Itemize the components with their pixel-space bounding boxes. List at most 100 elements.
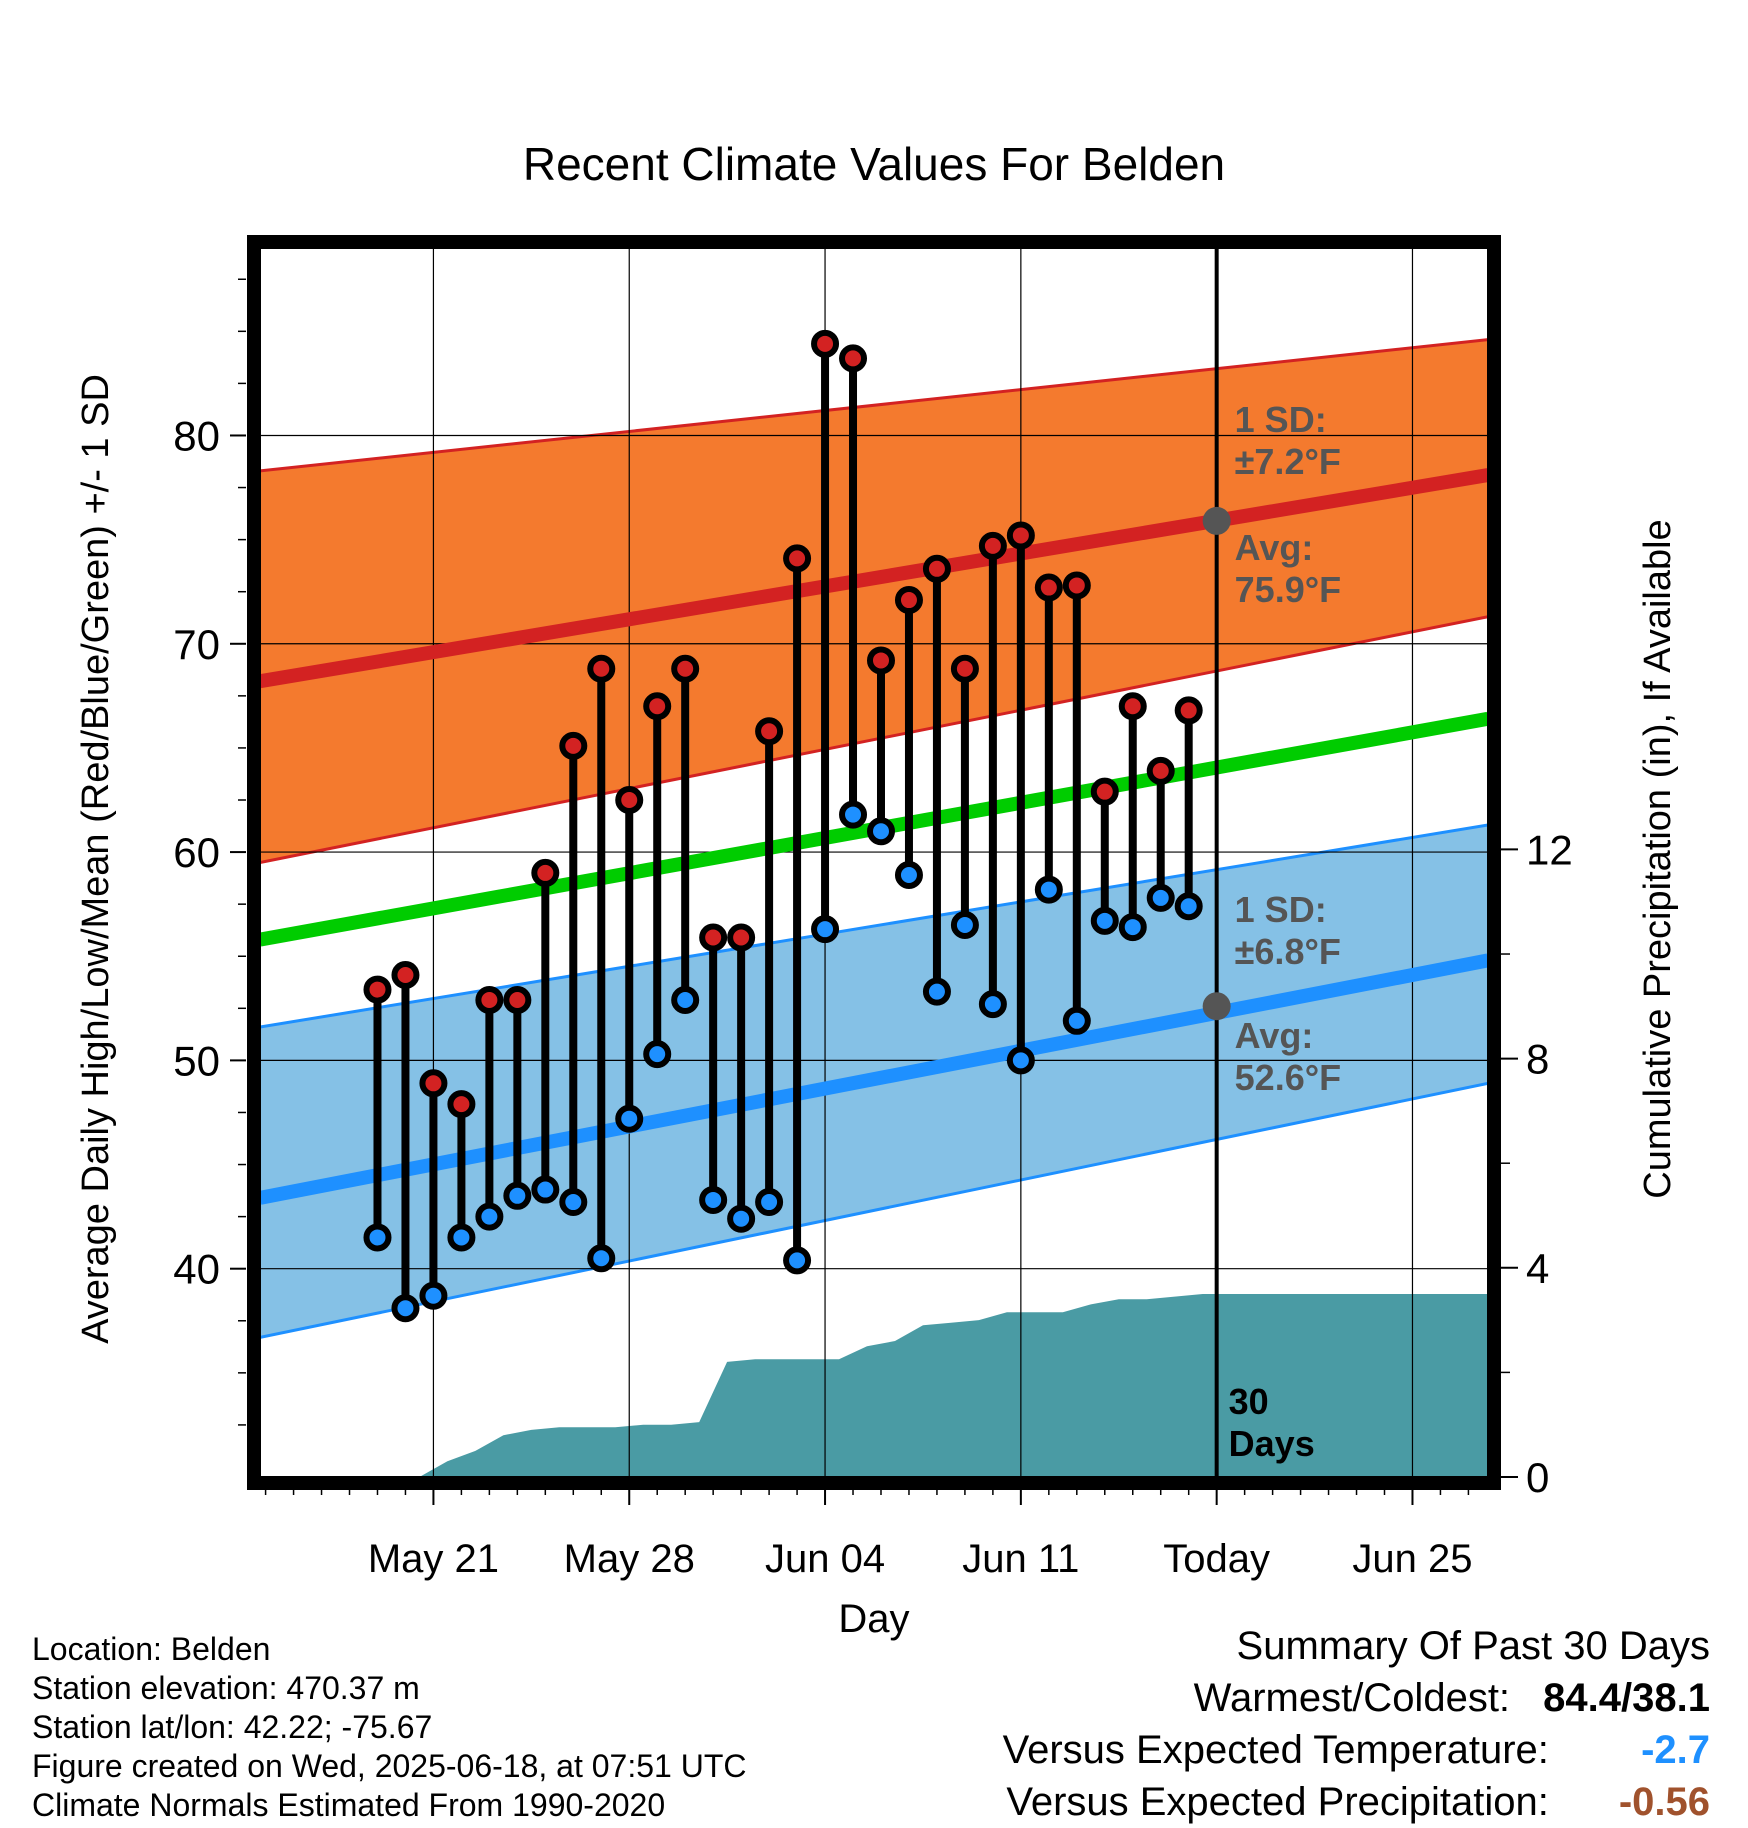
today-days-label: Days	[1229, 1423, 1315, 1464]
daily-high-point	[447, 1090, 476, 1119]
daily-high-point	[1034, 573, 1063, 602]
low-avg-label: Avg:	[1235, 1015, 1314, 1056]
daily-low-point	[922, 977, 951, 1006]
high-sd-value: ±7.2°F	[1235, 441, 1341, 482]
figure-created: Figure created on Wed, 2025-06-18, at 07…	[32, 1748, 747, 1784]
daily-low-point	[643, 1040, 672, 1069]
y-left-tick-label: 50	[173, 1037, 220, 1084]
x-tick-label: Jun 11	[962, 1537, 1079, 1581]
daily-high-point	[811, 329, 840, 358]
daily-high-point	[671, 654, 700, 683]
daily-low-point	[447, 1223, 476, 1252]
y-left-tick-label: 60	[173, 829, 220, 876]
daily-high-point	[475, 985, 504, 1014]
daily-high-point	[783, 544, 812, 573]
daily-high-point	[1006, 521, 1035, 550]
y-right-tick-label: 4	[1526, 1245, 1549, 1292]
precip-anomaly-value: -0.56	[1618, 1780, 1710, 1824]
daily-low-point	[839, 800, 868, 829]
daily-high-point	[1118, 692, 1147, 721]
summary-title: Summary Of Past 30 Days	[1236, 1624, 1710, 1668]
high-avg-value: 75.9°F	[1235, 569, 1341, 610]
daily-high-point	[699, 923, 728, 952]
low-upper-sd-line	[260, 823, 1488, 1029]
today-high-average-marker	[1202, 506, 1231, 535]
daily-low-point	[559, 1188, 588, 1217]
daily-high-point	[391, 960, 420, 989]
daily-high-point	[559, 731, 588, 760]
daily-low-point	[1174, 892, 1203, 921]
daily-low-point	[866, 817, 895, 846]
daily-low-point	[363, 1223, 392, 1252]
plot-frame	[247, 235, 1501, 1490]
daily-high-point	[866, 646, 895, 675]
warm-cold-value: 84.4/38.1	[1543, 1676, 1710, 1720]
daily-high-point	[1090, 777, 1119, 806]
daily-low-point	[587, 1244, 616, 1273]
high-upper-sd-line	[260, 338, 1488, 473]
y-left-tick-label: 70	[173, 621, 220, 668]
daily-low-point	[978, 990, 1007, 1019]
x-tick-label: Jun 04	[765, 1537, 885, 1581]
daily-low-point	[419, 1281, 448, 1310]
daily-low-point	[1118, 913, 1147, 942]
station-elevation: Station elevation: 470.37 m	[32, 1670, 420, 1706]
daily-high-point	[978, 531, 1007, 560]
precip-anomaly-label: Versus Expected Precipitation:	[1006, 1780, 1549, 1824]
daily-low-point	[531, 1175, 560, 1204]
daily-high-point	[615, 786, 644, 815]
today-low-average-marker	[1202, 992, 1231, 1021]
x-axis-label: Day	[838, 1597, 909, 1641]
station-location: Location: Belden	[32, 1631, 271, 1667]
high-average-line	[260, 468, 1488, 689]
y-axis-left-label: Average Daily High/Low/Mean (Red/Blue/Gr…	[75, 374, 117, 1344]
daily-low-point	[475, 1202, 504, 1231]
daily-high-point	[894, 586, 923, 615]
today-days-number: 30	[1229, 1381, 1269, 1422]
x-tick-label: May 21	[368, 1537, 499, 1581]
summary-warm-cold-row: Warmest/Coldest: 84.4/38.1	[1003, 1672, 1710, 1724]
temp-anomaly-value: -2.7	[1641, 1728, 1710, 1772]
daily-high-point	[643, 692, 672, 721]
low-avg-value: 52.6°F	[1235, 1057, 1341, 1098]
daily-high-point	[503, 985, 532, 1014]
daily-low-point	[615, 1104, 644, 1133]
high-sd-label: 1 SD:	[1235, 399, 1327, 440]
daily-low-point	[1146, 883, 1175, 912]
daily-low-point	[1034, 875, 1063, 904]
daily-high-point	[531, 858, 560, 887]
daily-high-point	[950, 654, 979, 683]
y-left-tick-label: 80	[173, 412, 220, 459]
daily-low-point	[727, 1204, 756, 1233]
station-latlon: Station lat/lon: 42.22; -75.67	[32, 1709, 433, 1745]
daily-low-point	[783, 1246, 812, 1275]
daily-high-point	[1146, 756, 1175, 785]
daily-high-point	[755, 717, 784, 746]
summary-panel: Summary Of Past 30 Days Warmest/Coldest:…	[1003, 1620, 1710, 1828]
climate-normals-source: Climate Normals Estimated From 1990-2020	[32, 1787, 666, 1823]
daily-low-point	[1006, 1046, 1035, 1075]
daily-high-point	[839, 344, 868, 373]
y-right-tick-label: 8	[1526, 1036, 1549, 1083]
summary-precip-row: Versus Expected Precipitation: -0.56	[1003, 1776, 1710, 1828]
daily-low-point	[671, 985, 700, 1014]
low-sd-value: ±6.8°F	[1235, 931, 1341, 972]
daily-high-point	[1174, 696, 1203, 725]
daily-low-point	[391, 1294, 420, 1323]
plot-area	[260, 248, 1488, 1477]
chart-title: Recent Climate Values For Belden	[523, 138, 1225, 190]
y-axis-right-label: Cumulative Precipitation (in), If Availa…	[1637, 519, 1679, 1198]
x-tick-label: Jun 25	[1352, 1537, 1472, 1581]
daily-high-point	[419, 1069, 448, 1098]
daily-low-point	[950, 910, 979, 939]
low-lower-sd-line	[260, 1081, 1488, 1339]
temp-anomaly-label: Versus Expected Temperature:	[1002, 1728, 1549, 1772]
warm-cold-label: Warmest/Coldest:	[1193, 1676, 1511, 1720]
y-right-tick-label: 0	[1526, 1454, 1549, 1501]
high-lower-sd-line	[260, 615, 1488, 864]
summary-temp-row: Versus Expected Temperature: -2.7	[1003, 1724, 1710, 1776]
daily-low-point	[1090, 906, 1119, 935]
daily-high-point	[727, 923, 756, 952]
daily-low-point	[699, 1185, 728, 1214]
